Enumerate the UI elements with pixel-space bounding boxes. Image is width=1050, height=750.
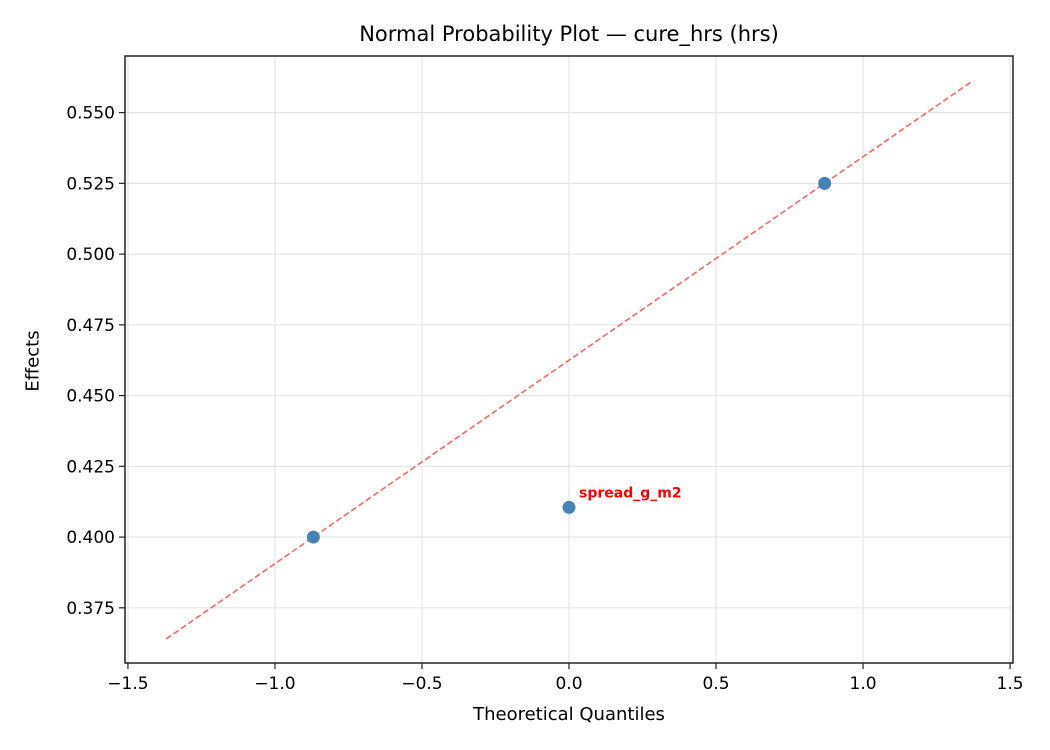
y-axis-ticks: 0.375 0.400 0.425 0.450 0.475 0.500 0.525 0.550: [66, 104, 125, 619]
x-tick-label: 1.5: [997, 674, 1024, 694]
x-tick-label: 1.0: [850, 674, 877, 694]
x-tick-label: 0.0: [555, 674, 582, 694]
y-tick-label: 0.550: [66, 104, 115, 124]
data-point: [818, 176, 832, 190]
data-point: [562, 500, 576, 514]
x-tick-label: −1.0: [254, 674, 295, 694]
reference-line: [165, 80, 973, 640]
reference-line-path: [165, 80, 973, 640]
y-tick-label: 0.450: [66, 387, 115, 407]
x-axis-label: Theoretical Quantiles: [473, 704, 665, 725]
y-tick-label: 0.375: [66, 599, 115, 619]
x-axis-ticks: −1.5 −1.0 −0.5 0.0 0.5 1.0 1.5: [107, 663, 1024, 694]
y-tick-label: 0.400: [66, 528, 115, 548]
y-tick-label: 0.525: [66, 174, 115, 194]
y-tick-label: 0.425: [66, 457, 115, 477]
data-point: [306, 530, 320, 544]
grid-lines: [125, 56, 1013, 663]
annotations: spread_g_m2: [579, 485, 682, 501]
point-annotation: spread_g_m2: [579, 485, 682, 501]
y-tick-label: 0.500: [66, 245, 115, 265]
x-tick-label: −1.5: [107, 674, 148, 694]
chart-title: Normal Probability Plot — cure_hrs (hrs): [359, 22, 779, 46]
x-tick-label: −0.5: [401, 674, 442, 694]
x-tick-label: 0.5: [702, 674, 729, 694]
y-tick-label: 0.475: [66, 316, 115, 336]
data-points: [306, 176, 832, 544]
